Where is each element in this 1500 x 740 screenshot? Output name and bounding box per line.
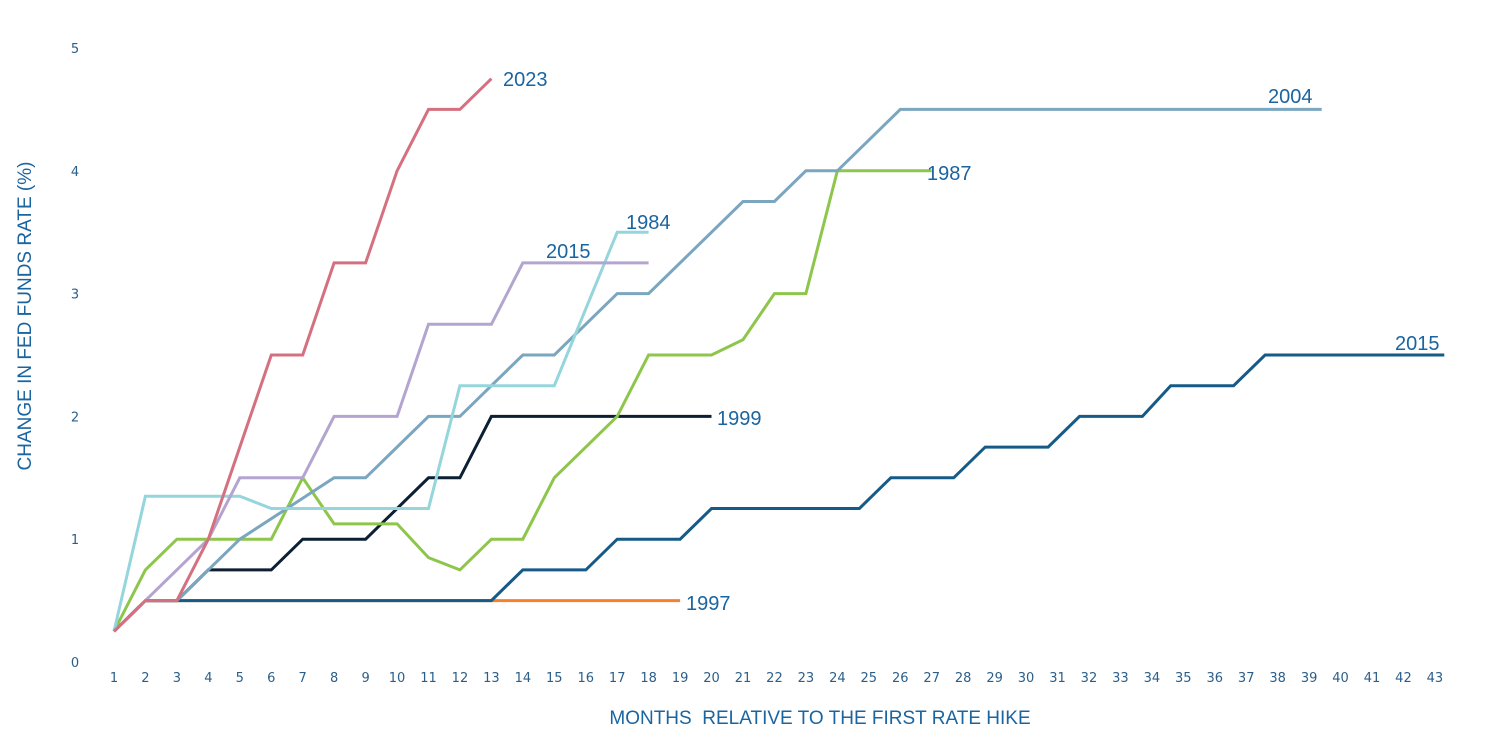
x-tick-label: 29 <box>986 671 1003 686</box>
x-tick-label: 41 <box>1364 671 1381 686</box>
x-tick-label: 33 <box>1112 671 1129 686</box>
x-tick-label: 32 <box>1081 671 1098 686</box>
y-tick-label: 4 <box>71 165 79 180</box>
x-tick-label: 19 <box>672 671 689 686</box>
x-tick-label: 11 <box>420 671 437 686</box>
series-line-1987-3 <box>112 169 932 632</box>
x-tick-label: 23 <box>798 671 815 686</box>
x-tick-label: 18 <box>640 671 657 686</box>
x-tick-label: 22 <box>766 671 783 686</box>
series-line-2015-6 <box>112 261 649 633</box>
series-label-2004: 2004 <box>1268 86 1313 108</box>
x-tick-label: 25 <box>861 671 878 686</box>
x-axis-title: MONTHS RELATIVE TO THE FIRST RATE HIKE <box>609 708 1030 729</box>
x-tick-label: 40 <box>1332 671 1349 686</box>
x-tick-label: 8 <box>330 671 338 686</box>
x-tick-label: 20 <box>703 671 720 686</box>
x-tick-label: 9 <box>361 671 369 686</box>
x-tick-label: 15 <box>546 671 563 686</box>
series-label-2023: 2023 <box>503 69 548 91</box>
y-tick-label: 0 <box>71 656 79 671</box>
series-labels: 1997 2015 1999 1987 2004 1984 2015 2023 <box>503 69 1440 615</box>
y-tick-label: 2 <box>71 410 79 425</box>
series-label-1987: 1987 <box>927 163 972 185</box>
series-label-1997: 1997 <box>686 593 731 615</box>
x-tick-label: 35 <box>1175 671 1192 686</box>
y-tick-label: 3 <box>71 288 79 303</box>
x-axis-ticks: 1 2 3 4 5 6 7 8 9 10 11 12 13 14 15 16 17 18 19 20 21 22 23 24 2… <box>110 671 1443 686</box>
x-tick-label: 6 <box>267 671 275 686</box>
x-tick-label: 3 <box>173 671 181 686</box>
series-label-1984: 1984 <box>626 212 671 234</box>
x-tick-label: 12 <box>452 671 469 686</box>
x-tick-label: 21 <box>735 671 752 686</box>
x-tick-label: 1 <box>110 671 118 686</box>
series-label-1999: 1999 <box>717 408 762 430</box>
x-tick-label: 14 <box>515 671 532 686</box>
x-tick-label: 31 <box>1049 671 1066 686</box>
series-line-1984-5 <box>112 230 649 632</box>
series-line-1997-0 <box>112 599 681 633</box>
x-tick-label: 5 <box>236 671 244 686</box>
x-tick-label: 36 <box>1206 671 1223 686</box>
y-axis-title: CHANGE IN FED FUNDS RATE (%) <box>15 162 36 471</box>
x-tick-label: 13 <box>483 671 500 686</box>
series-line-1999-2 <box>112 414 712 633</box>
x-tick-label: 27 <box>923 671 940 686</box>
x-tick-label: 37 <box>1238 671 1255 686</box>
series-line-2004-4 <box>112 107 1322 633</box>
x-tick-label: 34 <box>1144 671 1161 686</box>
series-label-2015: 2015 <box>546 241 591 263</box>
y-tick-label: 1 <box>71 533 79 548</box>
x-tick-label: 10 <box>389 671 406 686</box>
x-tick-label: 43 <box>1427 671 1444 686</box>
x-tick-label: 24 <box>829 671 846 686</box>
x-tick-label: 38 <box>1269 671 1286 686</box>
series-label-2015: 2015 <box>1395 333 1440 355</box>
series-lines <box>112 77 1445 633</box>
x-tick-label: 17 <box>609 671 626 686</box>
x-tick-label: 39 <box>1301 671 1318 686</box>
x-tick-label: 2 <box>141 671 149 686</box>
x-tick-label: 26 <box>892 671 909 686</box>
y-tick-label: 5 <box>71 42 79 57</box>
x-tick-label: 7 <box>299 671 307 686</box>
x-tick-label: 30 <box>1018 671 1035 686</box>
x-tick-label: 4 <box>204 671 212 686</box>
series-line-2015-1 <box>112 353 1445 633</box>
y-axis-ticks: 0 1 2 3 4 5 <box>71 42 79 671</box>
series-line-2023-7 <box>112 77 493 633</box>
x-tick-label: 28 <box>955 671 972 686</box>
x-tick-label: 42 <box>1395 671 1412 686</box>
x-tick-label: 16 <box>577 671 594 686</box>
